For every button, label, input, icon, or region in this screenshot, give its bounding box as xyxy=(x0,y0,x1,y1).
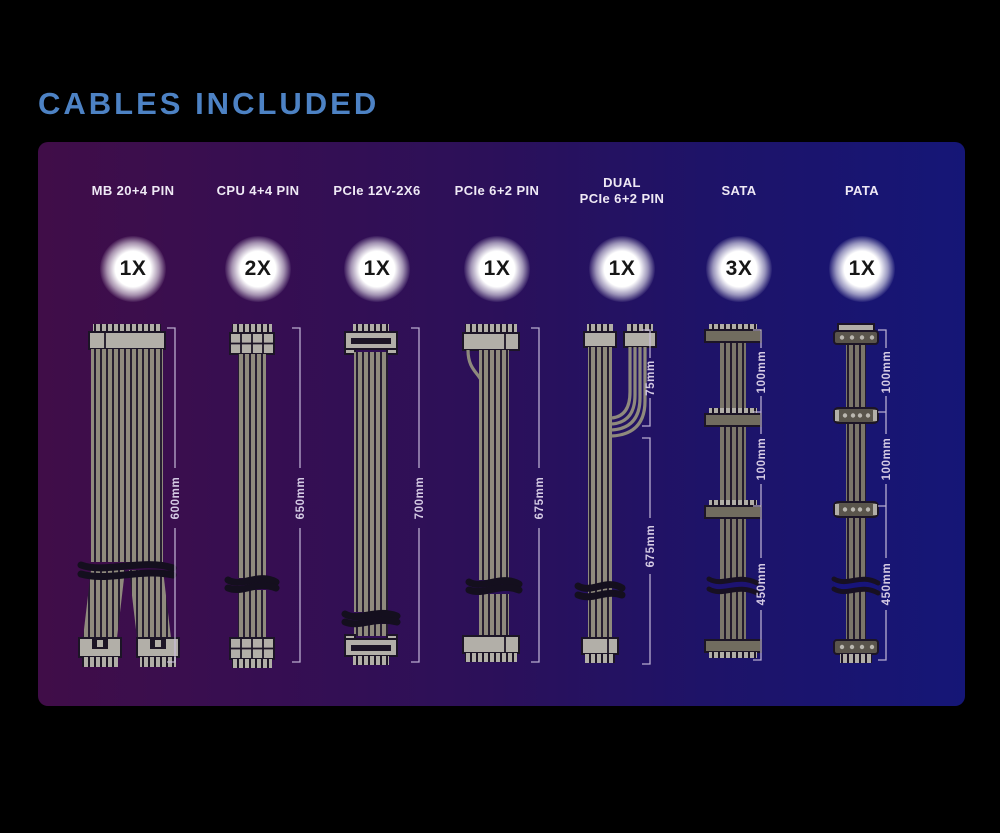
pcie-6-2-top-connector xyxy=(462,324,520,351)
measurement-label: 600mm xyxy=(170,477,182,520)
mb-wires xyxy=(83,349,171,638)
dual-pcie-cable-illustration: 75mm 675mm xyxy=(574,324,657,665)
cable-column-cpu-4-4-pin: CPU 4+4 PIN 2X xyxy=(196,142,320,706)
sata-cable-illustration: 100mm 100mm 450mm xyxy=(704,324,768,661)
measurement-bracket xyxy=(531,327,540,663)
dual-bottom-connector xyxy=(581,637,619,663)
measurement-bracket xyxy=(753,329,762,661)
daisy-chain-loop xyxy=(611,347,647,438)
cable-column-pcie-6-2-pin: PCIe 6+2 PIN 1X xyxy=(435,142,559,706)
column-header: PCIe 12V-2X6 xyxy=(301,168,453,214)
column-header: PATA xyxy=(786,168,938,214)
count-badge: 1X xyxy=(589,236,655,302)
column-header: MB 20+4 PIN xyxy=(57,168,209,214)
cable-break xyxy=(831,576,881,596)
measurement-label: 675mm xyxy=(534,477,546,520)
column-header: DUAL PCIe 6+2 PIN xyxy=(546,168,698,214)
measurement-bracket xyxy=(642,437,651,665)
cable-column-pata: PATA 1X xyxy=(800,142,924,706)
measurement-label: 100mm xyxy=(756,438,768,481)
mb-cable-illustration: 600mm xyxy=(77,324,182,667)
cable-tie xyxy=(341,609,401,628)
column-header: SATA xyxy=(663,168,815,214)
count-badge: 1X xyxy=(829,236,895,302)
measurement-label: 100mm xyxy=(881,438,893,481)
count-badge: 1X xyxy=(344,236,410,302)
cable-tie xyxy=(465,577,523,595)
pcie-12v2x6-bottom-connector xyxy=(344,634,398,665)
cable-tie xyxy=(77,561,177,581)
pata-connectors xyxy=(833,323,879,663)
measurement-bracket xyxy=(642,329,651,427)
cable-column-sata: SATA 3X xyxy=(677,142,801,706)
cpu-cable-illustration: 650mm xyxy=(224,324,307,668)
column-header-line: PATA xyxy=(844,183,880,198)
count-label: 3X xyxy=(725,257,753,280)
count-badge: 1X xyxy=(100,236,166,302)
count-label: 1X xyxy=(119,257,147,280)
count-badge: 1X xyxy=(464,236,530,302)
count-badge: 3X xyxy=(706,236,772,302)
count-label: 1X xyxy=(848,257,876,280)
count-label: 2X xyxy=(244,257,272,280)
dual-top-connectors xyxy=(583,324,657,348)
mb-bottom-connectors xyxy=(78,637,180,667)
cable-column-dual-pcie-6-2-pin: DUAL PCIe 6+2 PIN 1X xyxy=(560,142,684,706)
pcie-6-2-cable-illustration: 675mm xyxy=(462,324,546,663)
column-header-line: DUAL xyxy=(603,175,641,190)
measurement-label: 100mm xyxy=(881,351,893,394)
measurement-bracket xyxy=(292,327,301,663)
measurement-label: 100mm xyxy=(756,351,768,394)
measurement-label: 450mm xyxy=(756,563,768,606)
pata-cable-illustration: 100mm 100mm 450mm xyxy=(831,323,893,663)
cable-tie xyxy=(224,575,280,593)
page-title: CABLES INCLUDED xyxy=(38,86,380,121)
count-badge: 2X xyxy=(225,236,291,302)
measurement-bracket xyxy=(878,329,887,661)
column-header-line: PCIe 12V-2X6 xyxy=(333,183,421,198)
measurement-label: 650mm xyxy=(295,477,307,520)
count-label: 1X xyxy=(483,257,511,280)
measurement-label: 450mm xyxy=(881,563,893,606)
cable-column-pcie-12v-2x6: PCIe 12V-2X6 1X xyxy=(315,142,439,706)
sata-wires xyxy=(720,342,746,640)
cable-break xyxy=(706,576,760,596)
count-label: 1X xyxy=(608,257,636,280)
measurement-label: 675mm xyxy=(645,525,657,568)
mb-top-connector xyxy=(88,324,166,350)
measurement-bracket xyxy=(167,327,176,663)
column-header-line: MB 20+4 PIN xyxy=(91,183,175,198)
cable-tie xyxy=(574,581,626,601)
column-header-line: SATA xyxy=(721,183,757,198)
cpu-top-connector xyxy=(229,324,275,355)
cables-panel: MB 20+4 PIN 1X xyxy=(38,142,965,706)
column-header-line: PCIe 6+2 PIN xyxy=(454,183,540,198)
pcie-12v2x6-top-connector xyxy=(344,324,398,355)
column-header: CPU 4+4 PIN xyxy=(182,168,334,214)
cable-column-mb-20-4-pin: MB 20+4 PIN 1X xyxy=(71,142,195,706)
count-label: 1X xyxy=(363,257,391,280)
column-header-line: PCIe 6+2 PIN xyxy=(579,191,665,206)
pcie-6-2-bottom-connector xyxy=(462,635,520,662)
cpu-bottom-connector xyxy=(229,637,275,668)
pcie-12v2x6-wires xyxy=(354,352,388,636)
pcie-6-2-wires xyxy=(479,350,509,636)
pata-wires xyxy=(846,344,866,640)
sata-connectors xyxy=(704,324,762,658)
column-header: PCIe 6+2 PIN xyxy=(421,168,573,214)
measurement-bracket xyxy=(411,327,420,663)
pcie-12v2x6-cable-illustration: 700mm xyxy=(341,324,426,665)
measurement-label: 75mm xyxy=(645,360,657,396)
cpu-wires xyxy=(238,354,266,638)
column-header-line: CPU 4+4 PIN xyxy=(216,183,300,198)
measurement-label: 700mm xyxy=(414,477,426,520)
